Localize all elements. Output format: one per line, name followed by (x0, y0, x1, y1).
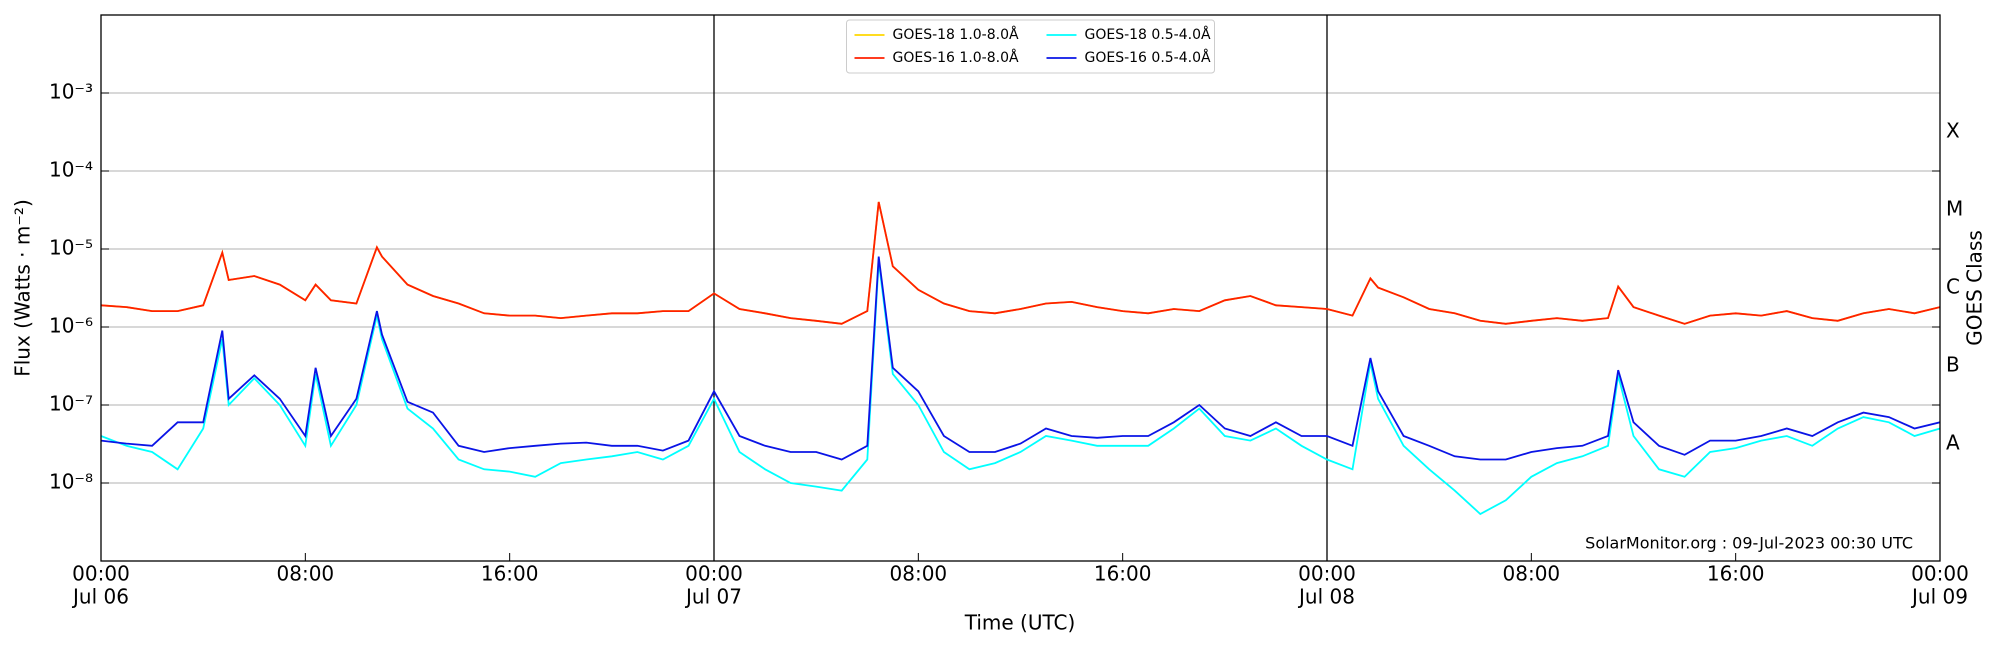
x-tick-date: Jul 08 (1297, 585, 1355, 609)
y-tick-label: 10⁻⁶ (49, 314, 93, 338)
series-line (101, 201, 1940, 325)
y2-tick-label: A (1946, 431, 1960, 455)
y-tick-label: 10⁻³ (49, 80, 93, 104)
series-line (101, 256, 1940, 461)
y-tick-label: 10⁻⁴ (49, 158, 93, 182)
y2-tick-label: X (1946, 119, 1960, 143)
x-tick-label: 00:00 (1298, 562, 1356, 586)
x-tick-date: Jul 06 (71, 585, 129, 609)
y-axis-label: Flux (Watts · m⁻²) (11, 199, 35, 377)
plot-frame (100, 14, 1941, 562)
x-tick-label: 16:00 (1707, 562, 1765, 586)
x-tick-label: 00:00 (685, 562, 743, 586)
legend-label: GOES-18 0.5-4.0Å (1085, 26, 1211, 43)
x-axis-label: Time (UTC) (964, 611, 1076, 635)
x-tick-label: 00:00 (1911, 562, 1969, 586)
legend-label: GOES-16 1.0-8.0Å (893, 49, 1019, 66)
x-tick-date: Jul 09 (1910, 585, 1968, 609)
y2-tick-label: M (1946, 197, 1963, 221)
y2-axis-label: GOES Class (1963, 230, 1987, 346)
x-tick-label: 16:00 (481, 562, 539, 586)
legend-label: GOES-18 1.0-8.0Å (893, 26, 1019, 43)
x-tick-date: Jul 07 (684, 585, 742, 609)
y2-tick-label: B (1946, 353, 1960, 377)
annotation: SolarMonitor.org : 09-Jul-2023 00:30 UTC (1585, 534, 1913, 553)
x-tick-label: 08:00 (890, 562, 948, 586)
y-tick-label: 10⁻⁷ (49, 392, 93, 416)
legend-box (846, 19, 1215, 74)
x-tick-label: 16:00 (1094, 562, 1152, 586)
x-tick-label: 08:00 (277, 562, 335, 586)
y2-tick-label: C (1946, 275, 1960, 299)
y-tick-label: 10⁻⁵ (49, 236, 93, 260)
x-tick-label: 00:00 (72, 562, 130, 586)
legend-label: GOES-16 0.5-4.0Å (1085, 49, 1211, 66)
x-tick-label: 08:00 (1503, 562, 1561, 586)
y-tick-label: 10⁻⁸ (49, 470, 93, 494)
